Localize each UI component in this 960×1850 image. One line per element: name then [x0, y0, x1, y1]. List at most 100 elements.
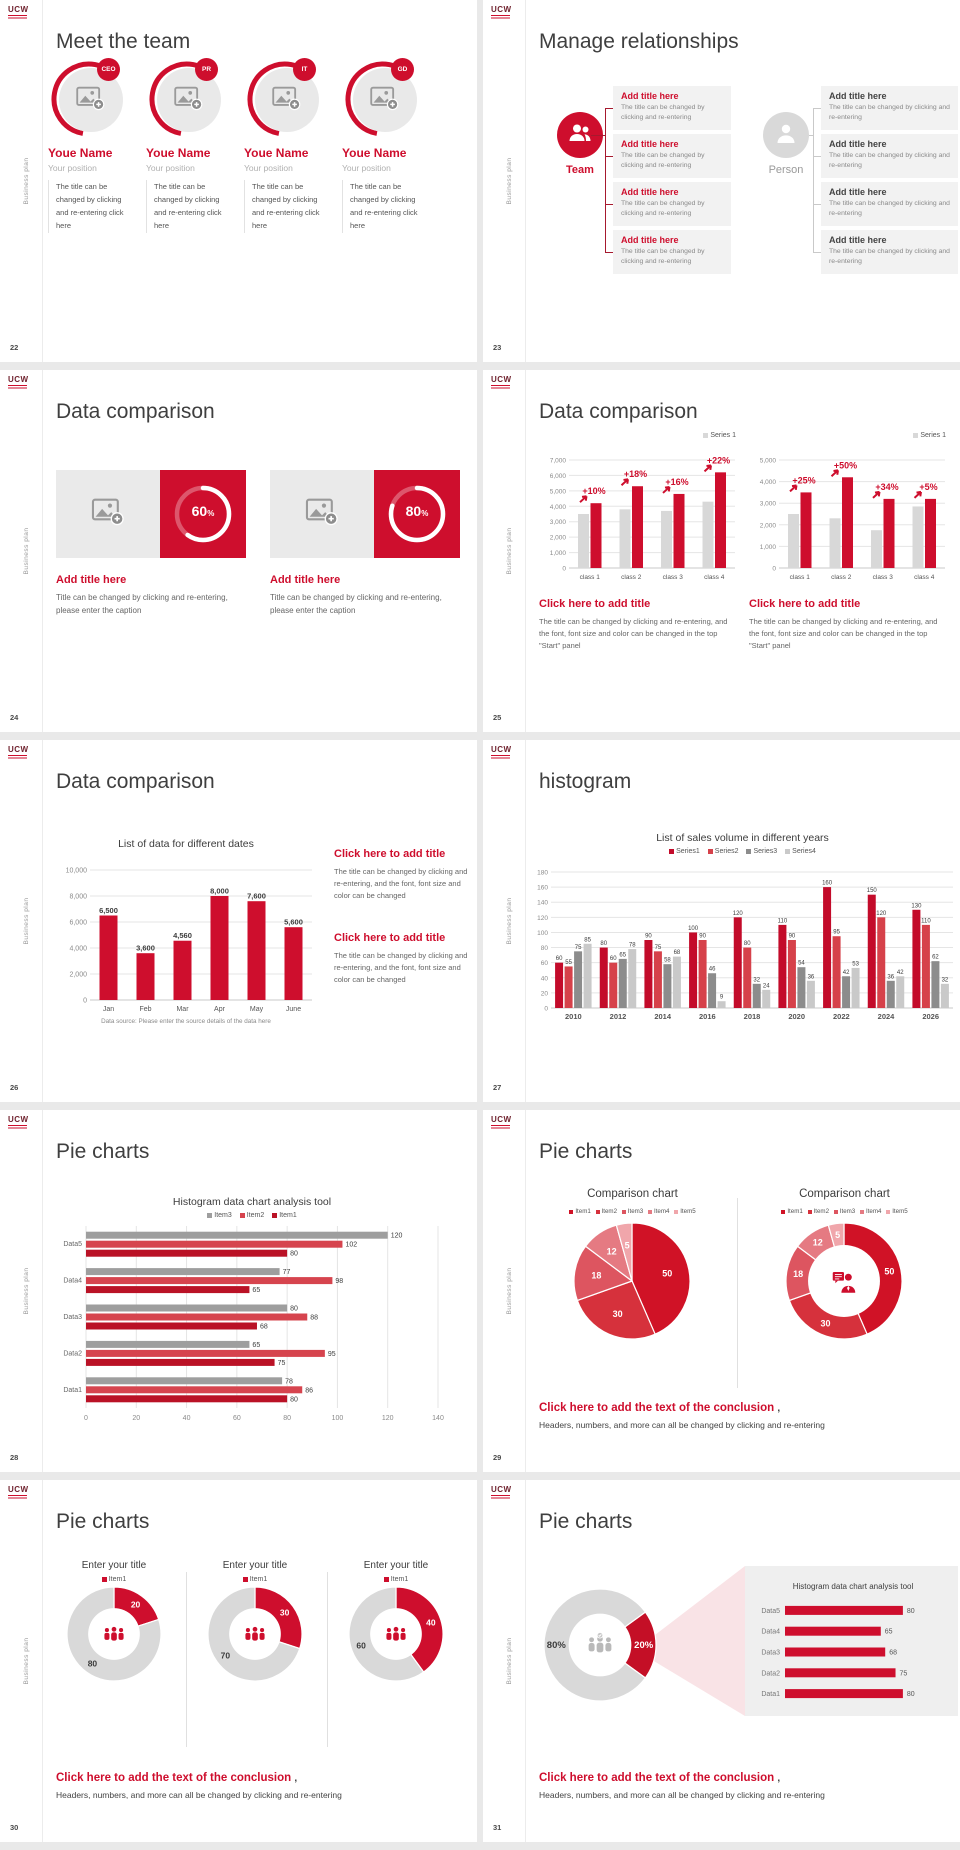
legend-swatch — [674, 1209, 679, 1214]
page-number: 29 — [493, 1453, 502, 1462]
svg-text:62: 62 — [932, 955, 939, 961]
logo-text: UCW — [491, 1115, 512, 1124]
team-item-box[interactable]: Add title here The title can be changed b… — [613, 182, 731, 226]
legend-label: Series1 — [676, 848, 700, 855]
person-icon — [774, 122, 798, 149]
logo-lines — [8, 1125, 27, 1130]
svg-text:5,000: 5,000 — [550, 488, 567, 495]
slide-title: Data comparison — [56, 400, 215, 424]
chart-footnote: Data source: Please enter the source det… — [101, 1018, 271, 1025]
role-badge: GD — [391, 58, 414, 81]
card-title: Add title here — [56, 574, 127, 586]
divider — [186, 1572, 187, 1747]
page-number: 24 — [10, 713, 19, 722]
image-placeholder[interactable] — [270, 470, 374, 558]
image-placeholder[interactable] — [56, 470, 160, 558]
page-number: 28 — [10, 1453, 19, 1462]
avatar[interactable]: CEO — [50, 58, 128, 138]
avatar[interactable]: PR — [148, 58, 226, 138]
card-caption: Title can be changed by clicking and re-… — [56, 593, 228, 615]
svg-text:150: 150 — [867, 888, 878, 894]
conclusion-title: Click here to add the text of the conclu… — [539, 1772, 781, 1784]
block-title: Click here to add title — [539, 598, 651, 610]
slide-26-data-comparison-dates[interactable]: UCW Business plan 26 Data comparison Lis… — [0, 740, 477, 1102]
svg-text:75: 75 — [575, 945, 582, 951]
divider — [327, 1572, 328, 1747]
legend-label: Item1 — [279, 1212, 297, 1219]
mini-horizontal-bar-chart: 80 Data5 65 Data4 68 Data3 75 Data2 80 Data1 — [753, 1596, 951, 1713]
people-icon — [385, 1624, 407, 1644]
sidebar-label: Business plan — [506, 897, 513, 945]
person-item-box[interactable]: Add title here The title can be changed b… — [821, 230, 958, 274]
legend-label: Item5 — [680, 1208, 696, 1215]
slide-24-data-comparison[interactable]: UCW Business plan 24 Data comparison 60%… — [0, 370, 477, 732]
slide-30-pie-charts-donuts[interactable]: UCW Business plan 30 Pie charts Enter yo… — [0, 1480, 477, 1842]
team-item-box[interactable]: Add title here The title can be changed b… — [613, 86, 731, 130]
svg-text:class 2: class 2 — [831, 574, 852, 581]
person-item-box[interactable]: Add title here The title can be changed b… — [821, 182, 958, 226]
legend-swatch — [647, 1209, 652, 1214]
pie-chart-comparison: 50 30 18 12 5 — [573, 1222, 691, 1345]
svg-text:130: 130 — [911, 903, 922, 909]
person-item-box[interactable]: Add title here The title can be changed b… — [821, 86, 958, 130]
person-label: Person — [768, 164, 804, 176]
legend-label: Item1 — [575, 1208, 591, 1215]
svg-text:140: 140 — [432, 1415, 444, 1422]
member-position: Your position — [342, 163, 391, 173]
svg-text:20: 20 — [541, 990, 549, 997]
sidebar-rail: Business plan — [483, 740, 526, 1102]
svg-text:4,000: 4,000 — [69, 946, 87, 953]
team-item-box[interactable]: Add title here The title can be changed b… — [613, 134, 731, 178]
svg-text:80: 80 — [290, 1306, 298, 1313]
svg-text:60: 60 — [356, 1640, 366, 1650]
legend-swatch — [101, 1577, 107, 1582]
slide-29-pie-charts-comparison[interactable]: UCW Business plan 29 Pie charts Comparis… — [483, 1110, 960, 1472]
connector — [605, 108, 613, 109]
team-item-box[interactable]: Add title here The title can be changed b… — [613, 230, 731, 274]
sidebar-rail: Business plan — [483, 1480, 526, 1842]
svg-text:+16%: +16% — [665, 477, 688, 487]
svg-text:3,000: 3,000 — [550, 519, 567, 526]
block-caption: The title can be changed by clicking and… — [334, 951, 468, 984]
slide-title: Meet the team — [56, 30, 191, 54]
block-title: Click here to add title — [334, 848, 446, 860]
svg-text:Apr: Apr — [214, 1006, 226, 1013]
avatar[interactable]: GD — [344, 58, 422, 138]
slide-title: Pie charts — [56, 1510, 150, 1534]
legend-label: Series4 — [792, 848, 816, 855]
slide-28-pie-charts-hbar[interactable]: UCW Business plan 28 Pie charts Histogra… — [0, 1110, 477, 1472]
svg-text:120: 120 — [876, 911, 887, 917]
svg-text:+34%: +34% — [875, 482, 898, 492]
svg-text:5: 5 — [835, 1230, 840, 1240]
conclusion-body: Headers, numbers, and more can all be ch… — [539, 1790, 825, 1800]
slide-23-manage-relationships[interactable]: UCW Business plan 23 Manage relationship… — [483, 0, 960, 362]
slide-title: Pie charts — [56, 1140, 150, 1164]
svg-text:30: 30 — [821, 1319, 831, 1329]
svg-text:58: 58 — [664, 958, 671, 964]
legend-swatch — [595, 1209, 600, 1214]
slide-25-data-comparison-charts[interactable]: UCW Business plan 25 Data comparison Ser… — [483, 370, 960, 732]
svg-text:6,500: 6,500 — [99, 906, 118, 915]
page-number: 31 — [493, 1823, 502, 1832]
card-caption: Title can be changed by clicking and re-… — [270, 593, 442, 615]
legend-swatch — [703, 433, 709, 438]
slide-22-meet-the-team[interactable]: UCW Business plan 22 Meet the team CEO Y… — [0, 0, 477, 362]
slide-27-histogram[interactable]: UCW Business plan 27 histogram List of s… — [483, 740, 960, 1102]
connector — [813, 108, 814, 252]
box-title: Add title here — [621, 187, 679, 197]
sidebar-label: Business plan — [506, 1637, 513, 1685]
svg-text:60: 60 — [233, 1415, 241, 1422]
svg-text:30: 30 — [280, 1607, 290, 1617]
svg-text:0: 0 — [83, 998, 87, 1005]
avatar[interactable]: IT — [246, 58, 324, 138]
ucw-logo: UCW — [8, 1485, 29, 1500]
svg-text:3,000: 3,000 — [760, 501, 777, 508]
svg-text:90: 90 — [699, 934, 706, 940]
slide-31-pie-charts-detail[interactable]: UCW Business plan 31 Pie charts 20% 80% H… — [483, 1480, 960, 1842]
svg-text:68: 68 — [889, 1650, 897, 1657]
svg-text:68: 68 — [260, 1324, 268, 1331]
person-item-box[interactable]: Add title here The title can be changed b… — [821, 134, 958, 178]
svg-text:7,600: 7,600 — [247, 892, 266, 901]
svg-text:80: 80 — [88, 1659, 98, 1669]
svg-text:36: 36 — [887, 974, 894, 980]
